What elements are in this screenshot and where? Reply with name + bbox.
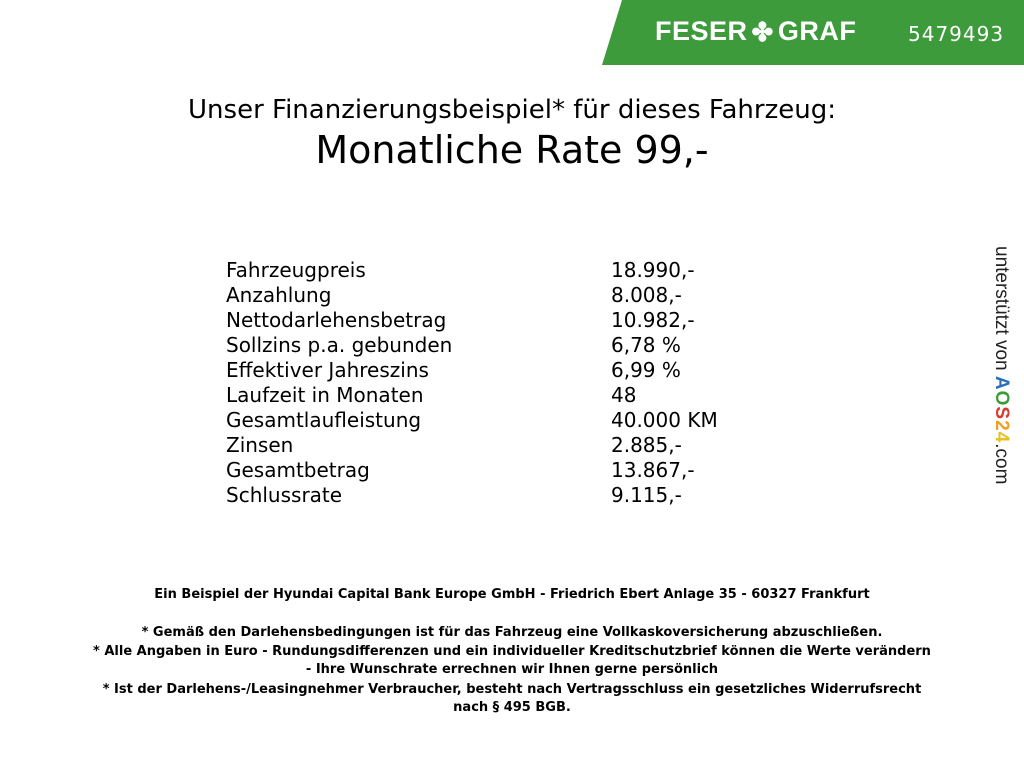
row-label: Schlussrate xyxy=(226,483,343,507)
monthly-rate: Monatliche Rate 99,- xyxy=(315,128,709,172)
table-row: Schlussrate 9.115,- xyxy=(226,483,718,508)
row-value: 9.115,- xyxy=(611,483,682,507)
table-row: Laufzeit in Monaten 48 xyxy=(226,383,718,408)
aos24-suffix: .com xyxy=(991,443,1012,485)
aos24-letter: 2 xyxy=(991,420,1012,432)
note-2b: - Ihre Wunschrate errechnen wir Ihnen ge… xyxy=(305,662,719,677)
table-row: Gesamtlaufleistung 40.000 KM xyxy=(226,408,718,433)
finance-table: Fahrzeugpreis 18.990,- Anzahlung 8.008,- Net… xyxy=(226,258,718,508)
table-row: Anzahlung 8.008,- xyxy=(226,283,718,308)
vehicle-code: 5479493 xyxy=(908,22,1005,46)
row-label: Fahrzeugpreis xyxy=(226,258,366,282)
aos24-letter: 4 xyxy=(991,431,1012,444)
bank-info: Ein Beispiel der Hyundai Capital Bank Eu… xyxy=(154,587,870,602)
title: Unser Finanzierungsbeispiel* für dieses … xyxy=(188,95,836,125)
table-row: Fahrzeugpreis 18.990,- xyxy=(226,258,718,283)
row-value: 48 xyxy=(611,383,637,407)
feser-graf-logo: FESER ✤ GRAF xyxy=(655,16,856,47)
row-label: Gesamtlaufleistung xyxy=(226,408,422,432)
aos24-logo: AOS24 xyxy=(991,376,1012,443)
aos24-letter: A xyxy=(991,375,1012,391)
row-value: 2.885,- xyxy=(611,433,682,457)
clover-icon: ✤ xyxy=(751,16,774,47)
row-label: Effektiver Jahreszins xyxy=(226,358,429,382)
row-label: Anzahlung xyxy=(226,283,332,307)
note-3b: nach § 495 BGB. xyxy=(453,700,571,715)
table-row: Effektiver Jahreszins 6,99 % xyxy=(226,358,718,383)
table-row: Zinsen 2.885,- xyxy=(226,433,718,458)
row-value: 6,78 % xyxy=(611,333,681,357)
aos24-letter: S xyxy=(991,406,1012,421)
row-value: 8.008,- xyxy=(611,283,682,307)
row-label: Zinsen xyxy=(226,433,294,457)
logo-right: GRAF xyxy=(777,16,857,46)
row-value: 13.867,- xyxy=(611,458,695,482)
row-value: 40.000 KM xyxy=(611,408,718,432)
note-3a: * Ist der Darlehens-/Leasingnehmer Verbr… xyxy=(102,682,922,697)
table-row: Gesamtbetrag 13.867,- xyxy=(226,458,718,483)
note-1: * Gemäß den Darlehensbedingungen ist für… xyxy=(141,625,883,640)
aos24-letter: O xyxy=(991,390,1012,407)
logo-left: FESER xyxy=(655,16,748,46)
row-value: 6,99 % xyxy=(611,358,681,382)
row-value: 18.990,- xyxy=(611,258,695,282)
row-label: Nettodarlehensbetrag xyxy=(226,308,447,332)
brand-banner xyxy=(602,0,1024,65)
supported-by-text: unterstützt von xyxy=(991,246,1012,371)
row-label: Gesamtbetrag xyxy=(226,458,370,482)
table-row: Nettodarlehensbetrag 10.982,- xyxy=(226,308,718,333)
supported-by: unterstützt von AOS24.com xyxy=(990,246,1012,484)
note-2a: * Alle Angaben in Euro - Rundungsdiffere… xyxy=(93,644,931,659)
row-label: Laufzeit in Monaten xyxy=(226,383,424,407)
row-value: 10.982,- xyxy=(611,308,695,332)
row-label: Sollzins p.a. gebunden xyxy=(226,333,453,357)
table-row: Sollzins p.a. gebunden 6,78 % xyxy=(226,333,718,358)
